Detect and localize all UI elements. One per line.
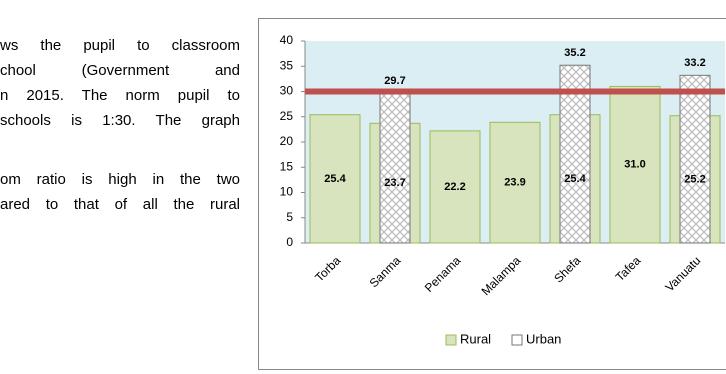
text-line: ared to that of all the rural [0,196,240,213]
text-line: schools is 1:30. The graph [0,112,240,129]
y-tick-label: 20 [280,134,294,148]
bar-rural [609,85,661,244]
bar-rural [429,130,481,244]
text-line: om ratio is high in the two [0,171,240,188]
legend-swatch [511,334,523,346]
bar-rural [309,114,361,244]
y-tick-label: 40 [280,33,294,47]
legend-label: Urban [526,331,561,346]
text-line: n 2015. The norm pupil to [0,87,240,104]
value-label: 31.0 [624,159,645,171]
y-tick-label: 0 [286,235,293,249]
value-label: 33.2 [684,57,705,69]
value-label: 35.2 [564,47,585,59]
y-tick-label: 5 [286,210,293,224]
y-tick-label: 35 [280,58,294,72]
bar-rural [489,121,541,244]
y-tick-label: 25 [280,109,294,123]
y-tick-label: 10 [280,185,294,199]
value-label: 25.2 [684,173,705,185]
bar-urban [559,64,591,244]
bar-urban [679,74,711,244]
value-label: 25.4 [564,173,586,185]
value-label: 25.4 [324,173,346,185]
text-line: chool (Government and [0,62,240,79]
value-label: 23.9 [504,177,525,189]
bar-urban [379,92,411,244]
text-line: ws the pupil to classroom [0,37,240,54]
value-label: 29.7 [384,75,405,87]
legend-swatch [445,334,457,346]
legend-label: Rural [460,331,491,346]
value-label: 22.2 [444,181,465,193]
value-label: 23.7 [384,177,405,189]
y-tick-label: 30 [280,84,294,98]
y-tick-label: 15 [280,159,294,173]
